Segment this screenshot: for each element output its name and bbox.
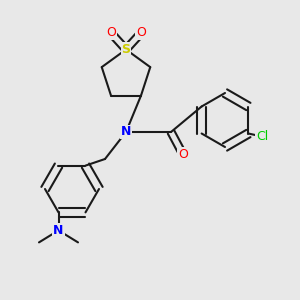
Text: N: N xyxy=(121,125,131,139)
Text: Cl: Cl xyxy=(256,130,268,143)
Text: S: S xyxy=(122,43,130,56)
Text: O: O xyxy=(136,26,146,40)
Text: O: O xyxy=(178,148,188,161)
Text: O: O xyxy=(106,26,116,40)
Text: N: N xyxy=(53,224,64,237)
